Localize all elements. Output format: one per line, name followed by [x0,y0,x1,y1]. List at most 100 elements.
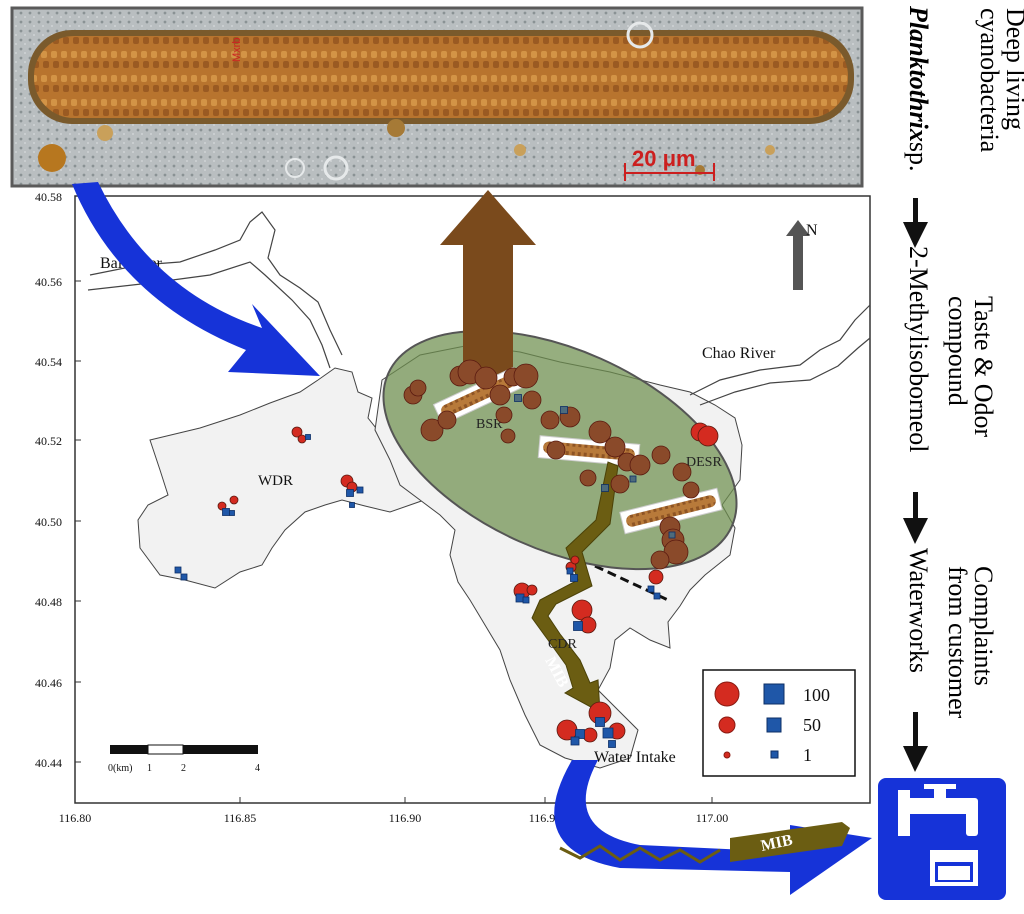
sample-circle-marker [420,418,444,442]
x-axis: 116.80 116.85 116.90 116.95 117.00 [59,811,729,825]
desr-label: DESR [686,455,722,470]
legend-value-50: 50 [803,715,821,735]
cdr-label: CDR [548,637,577,652]
legend-circle-50 [718,716,736,734]
y-tick-label: 40.52 [35,434,62,448]
bai-river-line [89,211,343,356]
y-tick-label: 40.44 [35,756,62,770]
micrograph-scalebar-label: 20 μm [632,146,696,171]
axis-ticks [74,195,713,803]
sample-circle-marker [513,363,539,389]
sample-circle-marker [297,434,307,444]
km-scalebar-4: 4 [255,763,260,774]
label-2-methylisoborneol: 2-Methylisoborneol [904,246,933,453]
mib-flow-stripe [559,844,721,864]
sample-circle-marker [437,410,457,430]
sample-square-marker [573,621,583,631]
sample-square-marker [595,717,605,727]
sample-markers [174,359,719,748]
sample-square-marker [346,489,354,497]
brown-up-arrow [440,190,536,378]
y-tick-label: 40.46 [35,676,62,690]
sample-circle-marker [579,469,597,487]
particle [285,158,305,178]
sample-square-marker [566,567,574,575]
legend-square-100 [763,683,785,705]
legend-circle-1 [723,751,731,759]
km-scalebar-seg [183,745,258,754]
wdr-label: WDR [258,473,293,489]
sample-circle-marker [217,501,227,511]
sample-circle-marker [650,550,670,570]
sample-circle-marker [409,379,427,397]
y-tick-label: 40.48 [35,595,62,609]
x-tick-label: 116.95 [529,811,562,825]
particle [38,144,66,172]
blue-arrow-intake-to-tap [554,760,872,895]
x-tick-label: 116.85 [224,811,257,825]
sample-circle-marker [588,420,612,444]
bottom-arrow-label: MIB [759,832,794,855]
water-intake-label: Water Intake [594,749,676,766]
sample-circle-marker [489,384,511,406]
sample-circle-marker [474,366,498,390]
water-tap-icon [878,778,1006,900]
blue-arrow-micrograph-to-map [72,182,320,376]
sample-square-marker [560,406,568,414]
label-deep-living-line2: cyanobacteria [975,8,1004,153]
sample-square-marker [601,484,609,492]
micrograph-panel: Mxrb 20 μm [10,6,864,188]
sample-square-marker [653,592,661,600]
micrograph-edge-text: Mxrb [231,38,243,62]
label-taste-odor-line2: compound [943,296,972,406]
particle [514,144,526,156]
label-taste-odor-line1: Taste & Odor [969,296,998,438]
sample-circle-marker [629,454,651,476]
planktothrix-filament [34,36,848,118]
y-tick-label: 40.50 [35,515,62,529]
x-tick-label: 117.00 [696,811,729,825]
km-scalebar-1: 1 [147,763,152,774]
chao-river-line [689,304,871,396]
sample-circle-marker [672,462,692,482]
km-scalebar-seg [147,744,184,755]
sample-square-marker [570,736,580,746]
particle [387,119,405,137]
sample-circle-marker [697,425,719,447]
sample-circle-marker [546,440,566,460]
sample-circle-marker [648,569,664,585]
sample-square-marker [575,729,585,739]
label-planktothrix: Planktothrixsp. [904,6,933,172]
label-2-methylisoborneol-text: 2-Methylisoborneol [904,246,933,453]
sample-square-marker [174,566,182,574]
x-tick-label: 116.90 [389,811,422,825]
sample-square-marker [180,573,188,581]
km-scalebar-origin: 0(km) [108,763,132,774]
legend-circle-100 [714,681,740,707]
sample-square-marker [349,502,355,508]
sample-circle-marker [570,555,580,565]
sample-square-marker [608,740,616,748]
particle [765,145,775,155]
particle [323,155,349,181]
y-tick-label: 40.58 [35,190,62,204]
label-planktothrix-sp: sp. [904,141,933,172]
sample-square-marker [522,596,530,604]
sample-square-marker [514,394,522,402]
label-complaints: Complaints from customer [943,566,998,718]
label-complaints-line1: Complaints [969,566,998,686]
sample-circle-marker [610,474,630,494]
sample-square-marker [305,434,311,440]
y-tick-label: 40.56 [35,275,62,289]
x-tick-label: 116.80 [59,811,92,825]
north-label: N [806,222,818,239]
label-taste-odor: Taste & Odor compound [943,296,998,438]
sample-square-marker [629,475,637,483]
sample-square-marker [570,574,578,582]
label-waterworks-text: Waterworks [904,548,933,673]
sample-circle-marker [682,481,700,499]
sample-circle-marker [582,727,598,743]
sample-square-marker [229,510,235,516]
sample-square-marker [602,727,614,739]
